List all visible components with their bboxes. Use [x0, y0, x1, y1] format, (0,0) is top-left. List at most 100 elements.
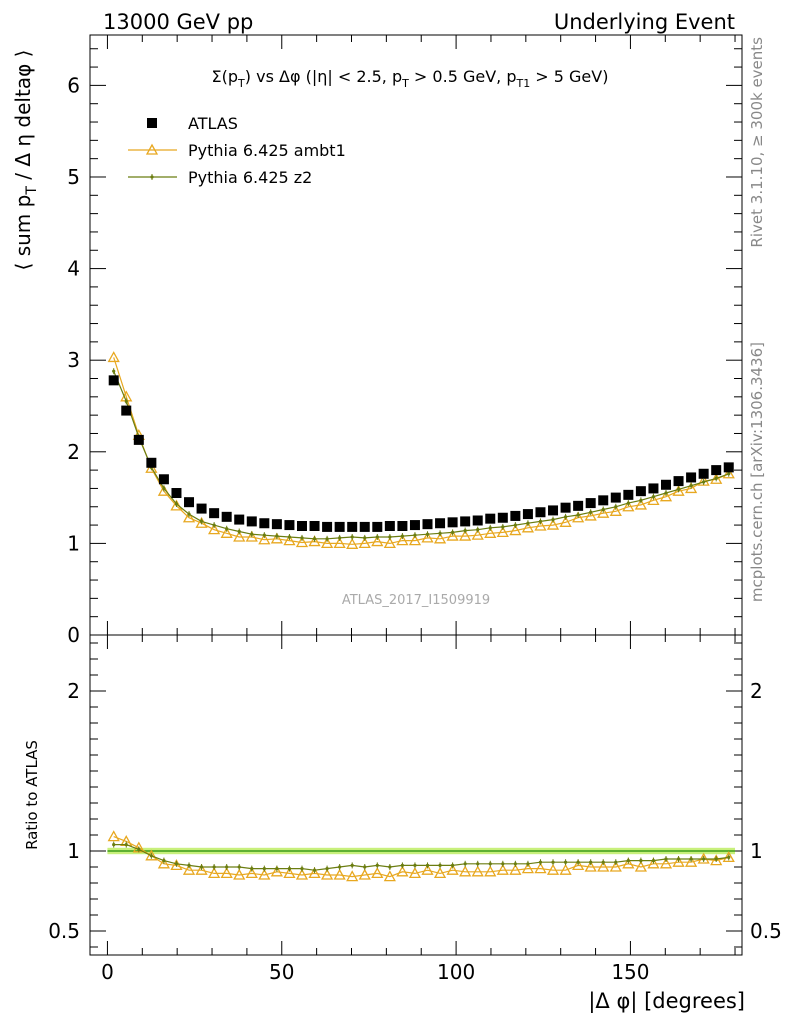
data-point	[250, 532, 254, 536]
data-point	[476, 528, 480, 532]
data-point	[375, 535, 379, 539]
data-point	[614, 860, 618, 864]
data-point	[208, 867, 221, 879]
data-point	[375, 863, 379, 868]
mcplots-label: mcplots.cern.ch [arXiv:1306.3436]	[748, 342, 766, 602]
data-point	[287, 867, 292, 871]
x-tick-label: 100	[437, 960, 475, 984]
series-line	[113, 370, 730, 540]
data-point	[584, 860, 597, 872]
plot-title: Σ(pT) vs Δφ (|η| < 2.5, pT > 0.5 GeV, pT…	[212, 67, 609, 90]
data-point	[623, 489, 634, 500]
data-point	[195, 863, 208, 875]
data-point	[576, 513, 580, 517]
ratio-y-tick-label: 1	[67, 839, 80, 863]
data-point	[702, 857, 706, 861]
x-tick-label: 0	[101, 960, 114, 984]
data-point	[672, 855, 685, 867]
data-point	[300, 867, 304, 871]
data-point	[435, 518, 446, 529]
data-point	[471, 528, 484, 540]
data-point	[187, 512, 191, 516]
data-point	[572, 511, 585, 523]
data-point	[622, 500, 635, 512]
rivet-label: Rivet 3.1.10, ≥ 300k events	[748, 37, 766, 248]
data-point	[245, 867, 258, 879]
data-point	[601, 860, 605, 864]
data-point	[526, 862, 530, 866]
data-point	[396, 865, 409, 877]
data-point	[609, 504, 622, 516]
series-line	[113, 843, 729, 871]
data-point	[308, 535, 321, 547]
data-point	[225, 527, 229, 531]
data-point	[171, 488, 182, 499]
data-point	[121, 405, 132, 416]
data-point	[639, 859, 643, 863]
data-point	[526, 521, 530, 525]
data-point	[472, 515, 483, 526]
data-point	[400, 534, 405, 538]
data-point	[262, 533, 266, 537]
ratio-y-tick-label-right: 1	[750, 839, 763, 863]
data-point	[312, 868, 317, 872]
data-point	[333, 868, 346, 880]
data-point	[359, 521, 370, 532]
data-point	[333, 537, 346, 549]
data-point	[170, 859, 183, 871]
data-point	[187, 863, 191, 868]
main-ylabel: ⟨ sum pT / Δ η deltaφ ⟩	[11, 50, 40, 271]
data-point	[459, 529, 472, 541]
legend-marker	[147, 118, 157, 128]
data-point	[346, 870, 359, 882]
data-point	[702, 480, 706, 484]
data-point	[584, 509, 597, 521]
data-point	[727, 855, 731, 860]
ratio-frame	[89, 634, 743, 956]
data-point	[308, 867, 321, 879]
header-right: Underlying Event	[554, 10, 735, 34]
data-point	[433, 867, 447, 879]
data-point	[363, 536, 367, 540]
data-point	[463, 862, 467, 866]
data-point	[651, 859, 656, 863]
data-point	[484, 526, 497, 538]
data-point	[237, 865, 241, 869]
y-tick-label: 5	[67, 165, 80, 189]
data-point	[225, 865, 229, 869]
data-point	[501, 525, 505, 529]
data-point	[107, 830, 120, 842]
data-point	[460, 516, 471, 527]
data-point	[484, 865, 497, 877]
data-point	[233, 868, 246, 880]
data-point	[358, 868, 371, 880]
data-point	[137, 847, 141, 852]
data-point	[521, 521, 535, 533]
data-point	[488, 862, 492, 866]
main-ylabel-sub: T	[24, 186, 40, 196]
data-point	[350, 535, 354, 539]
data-point	[560, 502, 571, 513]
data-point	[149, 854, 153, 858]
data-point	[513, 523, 517, 527]
data-point	[589, 860, 593, 864]
data-point	[622, 857, 635, 869]
data-point	[182, 511, 196, 523]
data-point	[563, 860, 568, 864]
data-point	[145, 849, 158, 861]
main-ylabel-part: ⟨ sum p	[11, 195, 35, 271]
main-ylabel-part: / Δ η deltaφ ⟩	[11, 50, 35, 187]
legend-label: Pythia 6.425 ambt1	[188, 141, 346, 160]
data-point	[421, 531, 434, 543]
data-point	[689, 484, 693, 488]
data-point	[534, 519, 547, 531]
data-point	[371, 867, 384, 879]
data-point	[372, 521, 383, 532]
data-point	[350, 863, 354, 868]
ratio-ylabel: Ratio to ATLAS	[23, 740, 41, 850]
data-point	[320, 868, 334, 880]
data-point	[639, 498, 643, 502]
data-point	[572, 859, 585, 871]
data-point	[626, 859, 630, 863]
data-point	[133, 434, 144, 445]
